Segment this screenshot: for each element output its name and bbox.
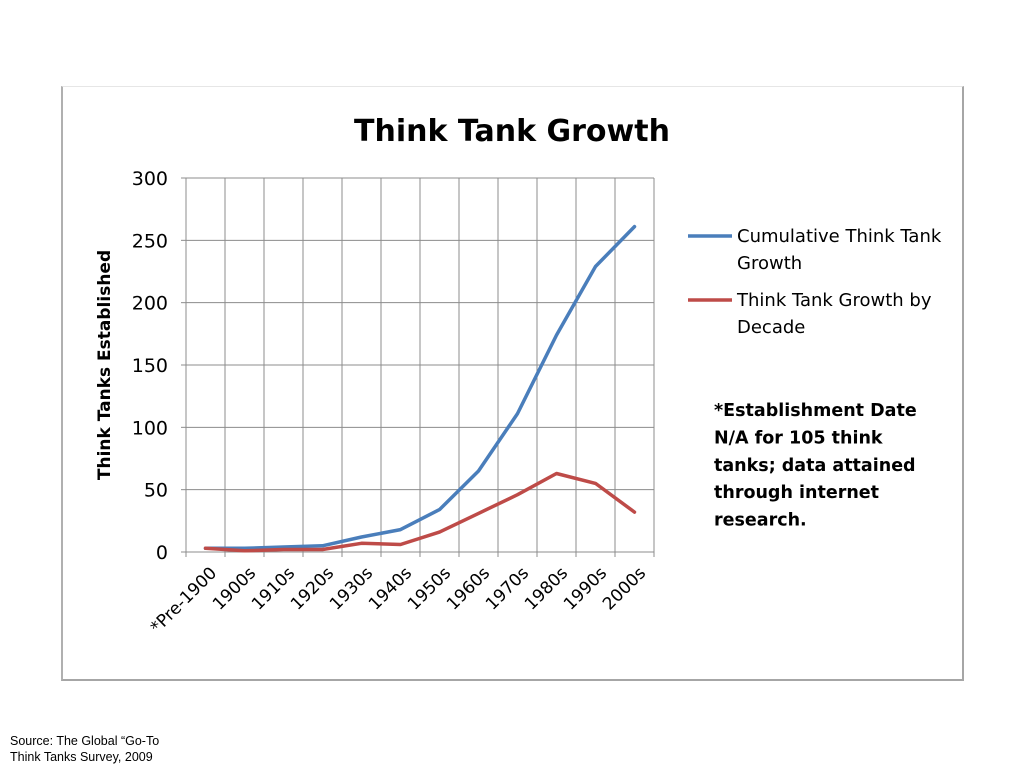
x-tick-label: 1960s: [443, 563, 494, 614]
x-axis-labels: *Pre-19001900s1910s1920s1930s1940s1950s1…: [147, 563, 650, 637]
y-tick-label: 250: [132, 230, 168, 252]
chart-title: Think Tank Growth: [354, 114, 670, 149]
annotation-note: *Establishment Date N/A for 105 think tank…: [714, 401, 917, 531]
y-tick-label: 0: [156, 542, 168, 564]
source-note-line-1: Source: The Global “Go-To: [10, 734, 160, 748]
x-tick-label: 1900s: [209, 563, 260, 614]
annotation-line: tanks; data attained: [714, 456, 916, 476]
legend-label: Think Tank Growth by: [736, 290, 932, 311]
annotation-line: research.: [714, 511, 807, 531]
x-tick-label: 2000s: [599, 563, 650, 614]
x-tick-label: 1920s: [287, 563, 338, 614]
source-note-line-2: Think Tanks Survey, 2009: [10, 750, 153, 764]
legend-label: Cumulative Think Tank: [737, 226, 942, 247]
y-axis-ticks: 0 50 100 150 200 250 300: [132, 168, 168, 564]
series-line: [203, 224, 637, 551]
y-tick-label: 200: [132, 293, 168, 315]
y-tick-label: 100: [132, 417, 168, 439]
y-tick-label: 300: [132, 168, 168, 190]
x-tick-label: 1980s: [521, 563, 572, 614]
x-tick-label: 1950s: [404, 563, 455, 614]
annotation-line: through internet: [714, 483, 879, 503]
y-tick-label: 150: [132, 355, 168, 377]
series-lines: [203, 224, 637, 553]
x-tick-label: 1970s: [482, 563, 533, 614]
x-tick-label: 1940s: [365, 563, 416, 614]
plot-grid: [181, 177, 655, 557]
series-line: [203, 471, 637, 553]
source-note: Source: The Global “Go-To Think Tanks Su…: [10, 733, 210, 765]
x-tick-label: 1990s: [560, 563, 611, 614]
y-axis-label: Think Tanks Established: [95, 250, 115, 480]
annotation-line: N/A for 105 think: [714, 428, 883, 448]
y-tick-label: 50: [144, 480, 168, 502]
annotation-line: *Establishment Date: [714, 401, 917, 421]
x-tick-label: 1910s: [248, 563, 299, 614]
legend: Cumulative Think Tank Growth Think Tank Gr…: [688, 226, 942, 338]
chart: Think Tank Growth 0 50 100 150 200 250 300 *Pr…: [95, 114, 942, 638]
legend-label: Decade: [737, 317, 805, 338]
chart-frame: [61, 86, 964, 681]
x-tick-label: 1930s: [326, 563, 377, 614]
legend-label: Growth: [737, 253, 802, 274]
